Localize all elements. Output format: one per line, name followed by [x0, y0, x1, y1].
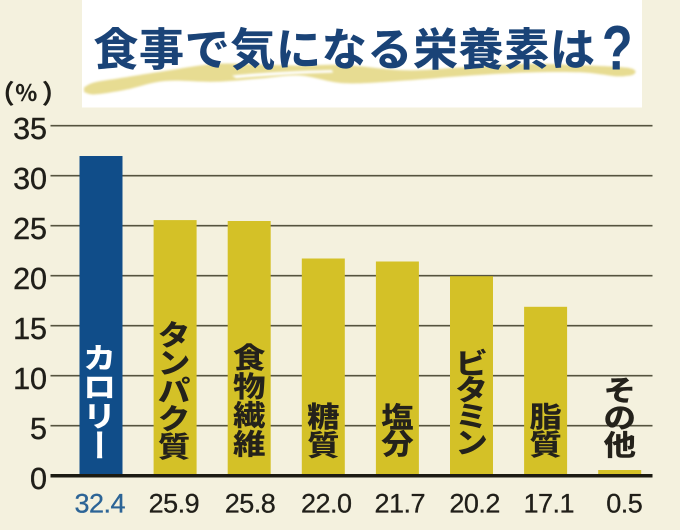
svg-text:15: 15	[13, 312, 47, 346]
svg-text:25: 25	[13, 212, 47, 246]
svg-text:25.9: 25.9	[149, 489, 200, 519]
svg-text:20: 20	[13, 262, 47, 296]
svg-text:30: 30	[13, 162, 47, 196]
svg-text:32.4: 32.4	[75, 489, 126, 519]
svg-text:35: 35	[13, 112, 47, 146]
svg-text:10: 10	[13, 362, 47, 396]
svg-text:22.0: 22.0	[301, 489, 352, 519]
svg-text:5: 5	[30, 412, 47, 446]
svg-text:0.5: 0.5	[606, 489, 642, 519]
svg-text:?: ?	[602, 13, 633, 84]
svg-text:21.7: 21.7	[375, 489, 426, 519]
svg-text:20.2: 20.2	[449, 489, 500, 519]
svg-text:25.8: 25.8	[225, 489, 276, 519]
svg-text:17.1: 17.1	[524, 489, 575, 519]
svg-text:0: 0	[30, 462, 47, 496]
